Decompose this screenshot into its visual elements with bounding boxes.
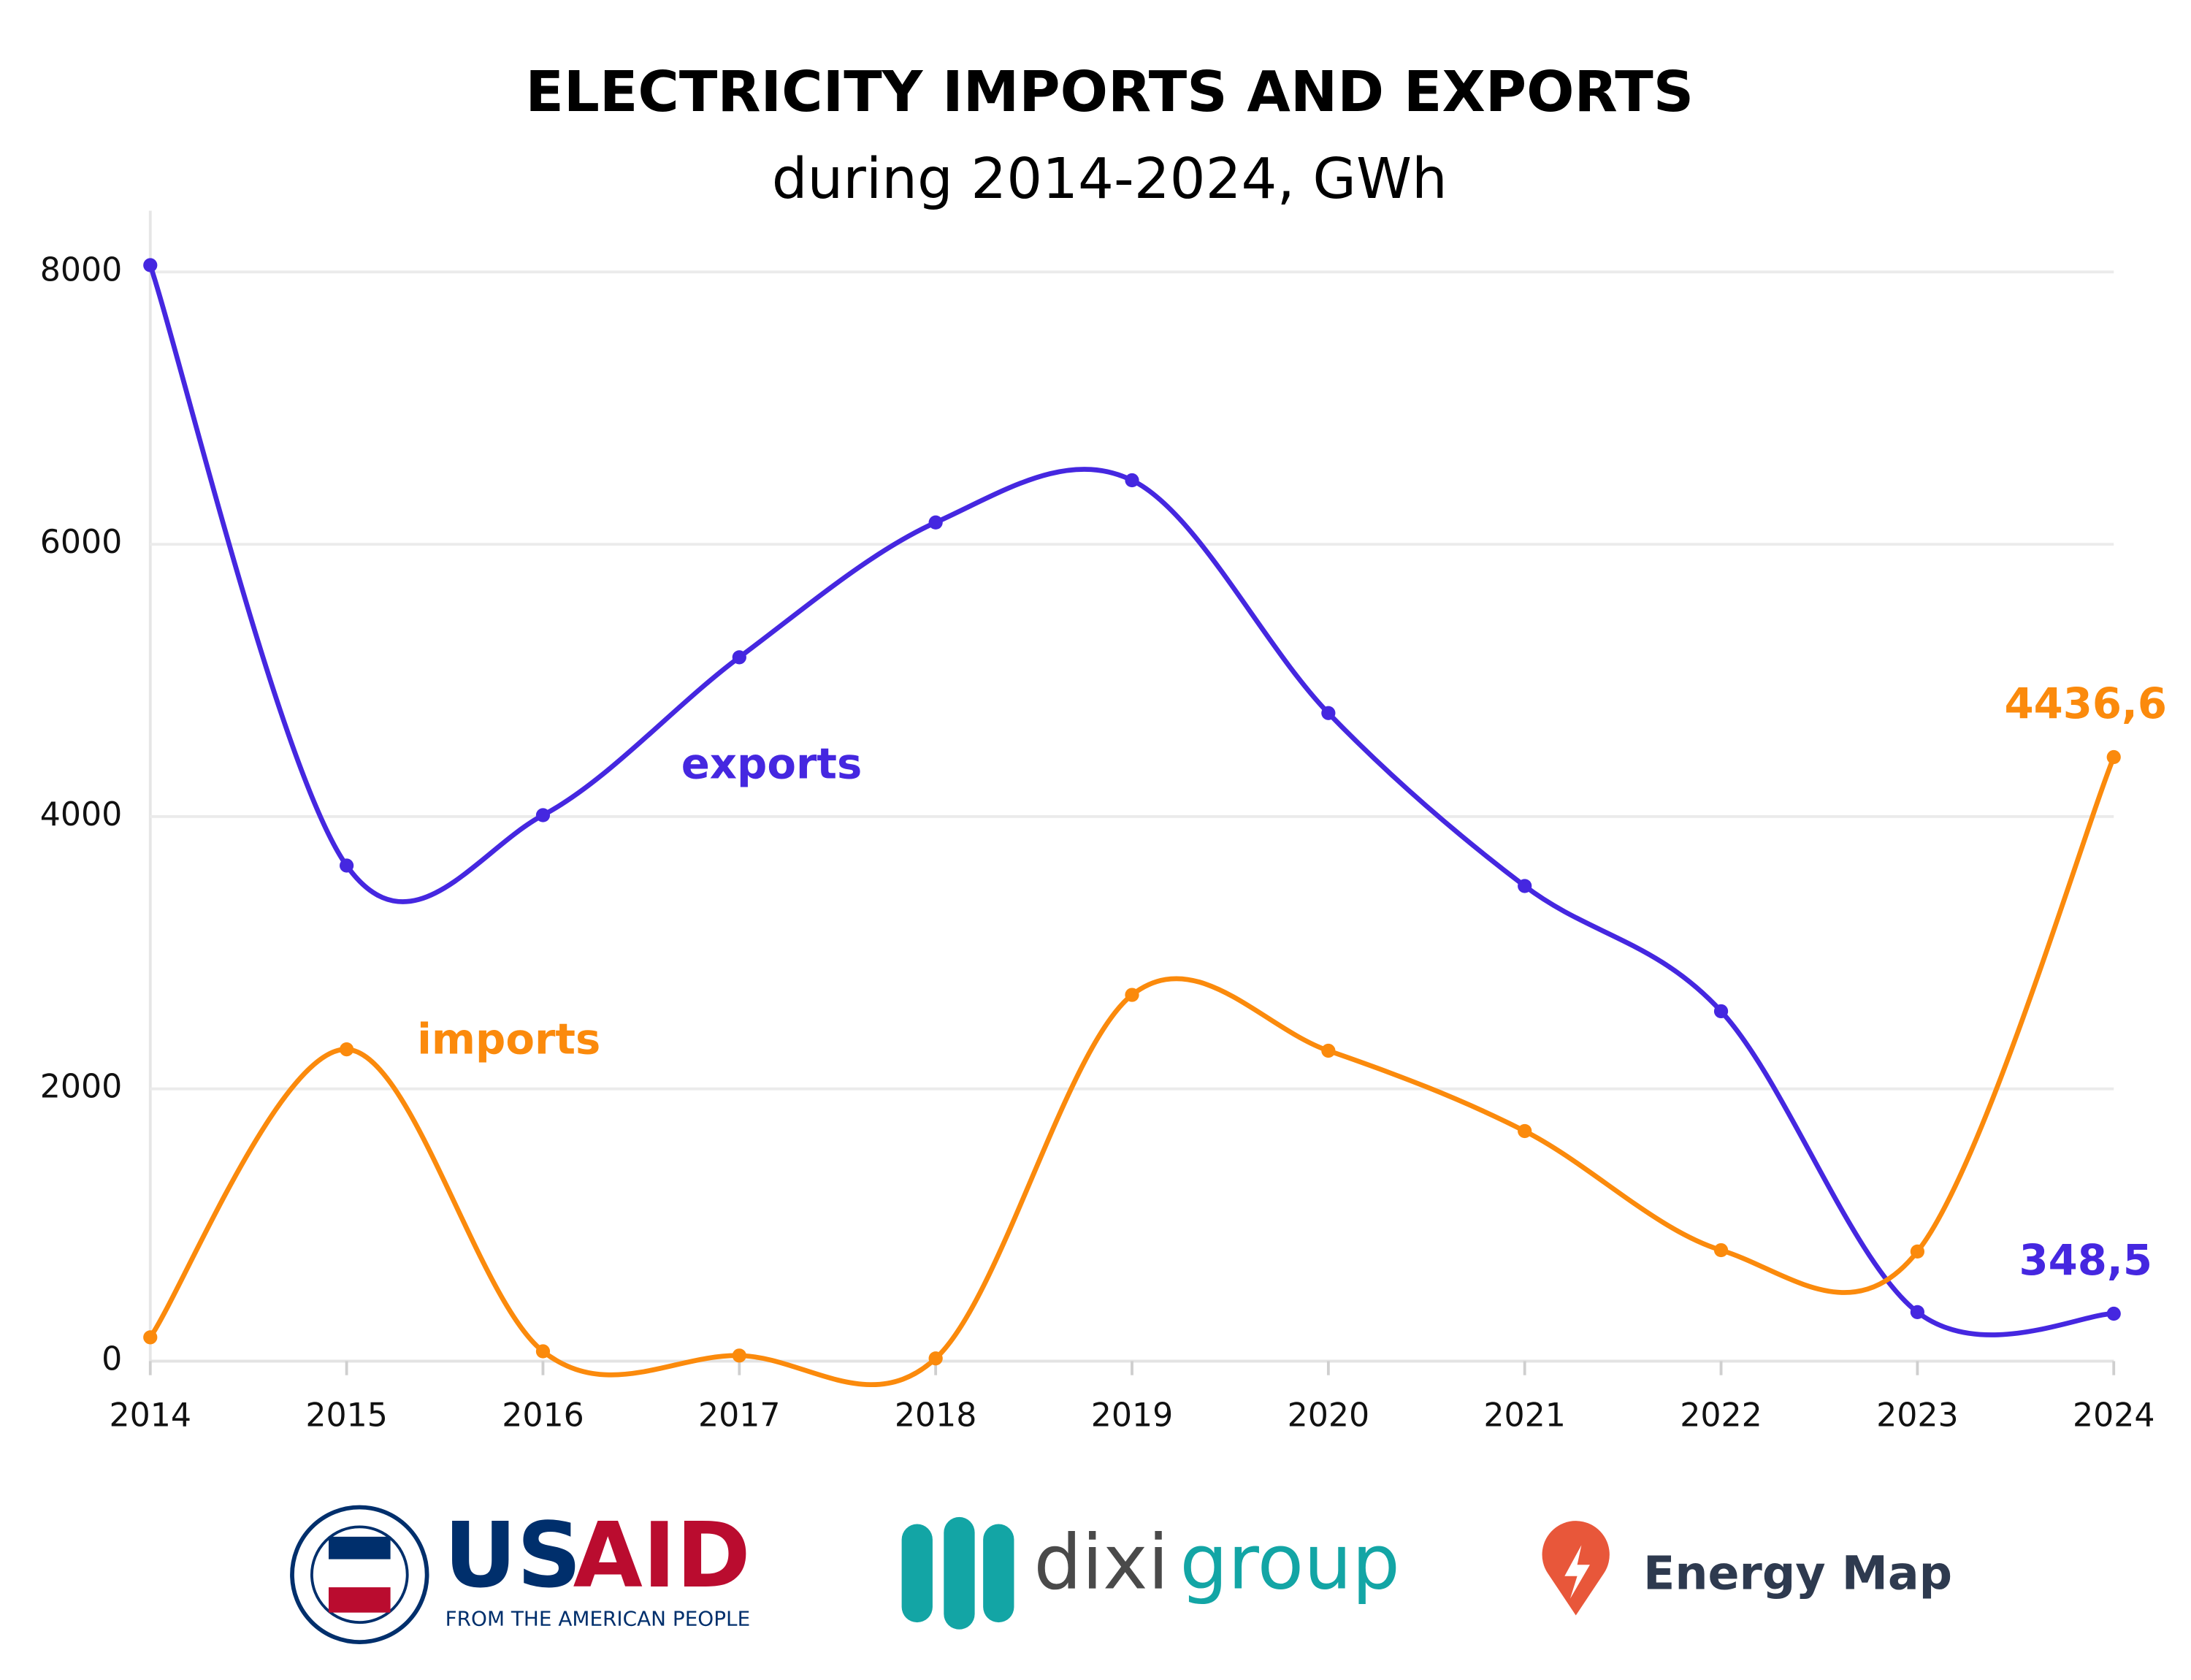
- data-point: [535, 808, 551, 822]
- usaid-logo: US AID FROM THE AMERICAN PEOPLE: [290, 1504, 751, 1644]
- chart-title: ELECTRICITY IMPORTS AND EXPORTS: [525, 60, 1694, 125]
- x-tick-label: 2020: [1288, 1397, 1370, 1434]
- x-tick-label: 2016: [502, 1397, 584, 1434]
- data-point: [1910, 1305, 1924, 1319]
- series-line: [148, 756, 2117, 1387]
- chart-subtitle: during 2014-2024, GWh: [772, 147, 1448, 212]
- series-line: [148, 264, 2114, 1337]
- usaid-tagline: FROM THE AMERICAN PEOPLE: [446, 1606, 751, 1630]
- value-label: 348,5: [2019, 1235, 2152, 1285]
- data-point: [1125, 473, 1139, 488]
- value-label: 4436,6: [2004, 679, 2167, 728]
- usaid-aid: AID: [573, 1504, 751, 1608]
- dixi-mark: [944, 1516, 975, 1630]
- x-tick-label: 2017: [698, 1397, 781, 1434]
- energy-map-bolt: [1564, 1545, 1590, 1599]
- data-point: [732, 650, 746, 665]
- y-tick-label: 4000: [40, 796, 123, 833]
- dixi-mark: [901, 1524, 933, 1623]
- x-tick-label: 2021: [1483, 1397, 1566, 1434]
- data-point: [1518, 879, 1532, 893]
- data-point: [928, 515, 943, 530]
- x-tick-label: 2018: [895, 1397, 977, 1434]
- legend-label: exports: [681, 739, 863, 789]
- y-tick-label: 8000: [40, 251, 123, 289]
- x-tick-label: 2015: [305, 1397, 388, 1434]
- group-text: group: [1179, 1519, 1400, 1606]
- dixi-mark: [983, 1524, 1014, 1623]
- dixigroup-logo: dixi group: [901, 1516, 1400, 1630]
- data-point: [1321, 706, 1336, 720]
- data-point: [143, 1330, 158, 1345]
- x-tick-label: 2014: [109, 1397, 191, 1434]
- data-point: [1321, 1043, 1336, 1058]
- y-tick-label: 2000: [40, 1069, 123, 1106]
- data-point: [340, 858, 354, 873]
- data-point: [928, 1351, 943, 1366]
- energy-map-text: Energy Map: [1643, 1546, 1952, 1600]
- usaid-seal-stripes: [329, 1587, 391, 1613]
- dixi-text: dixi: [1033, 1519, 1169, 1606]
- data-point: [143, 258, 158, 272]
- data-point: [340, 1042, 354, 1057]
- data-point: [535, 1344, 551, 1359]
- data-point: [2106, 749, 2121, 765]
- usaid-seal-band: [329, 1536, 391, 1559]
- y-tick-label: 0: [102, 1340, 122, 1378]
- data-point: [1910, 1244, 1924, 1259]
- y-tick-label: 6000: [40, 524, 123, 561]
- x-tick-label: 2019: [1091, 1397, 1174, 1434]
- data-point: [1518, 1123, 1532, 1139]
- x-tick-label: 2023: [1876, 1397, 1959, 1434]
- data-point: [732, 1348, 746, 1363]
- legend-label: imports: [417, 1015, 600, 1064]
- x-tick-label: 2022: [1680, 1397, 1762, 1434]
- data-point: [2106, 1306, 2121, 1321]
- data-point: [1125, 988, 1139, 1002]
- data-point: [1713, 1242, 1729, 1258]
- data-point: [1713, 1004, 1729, 1019]
- x-tick-label: 2024: [2073, 1397, 2155, 1434]
- usaid-us: US: [444, 1504, 582, 1608]
- energy-map-logo: Energy Map: [1542, 1521, 1952, 1616]
